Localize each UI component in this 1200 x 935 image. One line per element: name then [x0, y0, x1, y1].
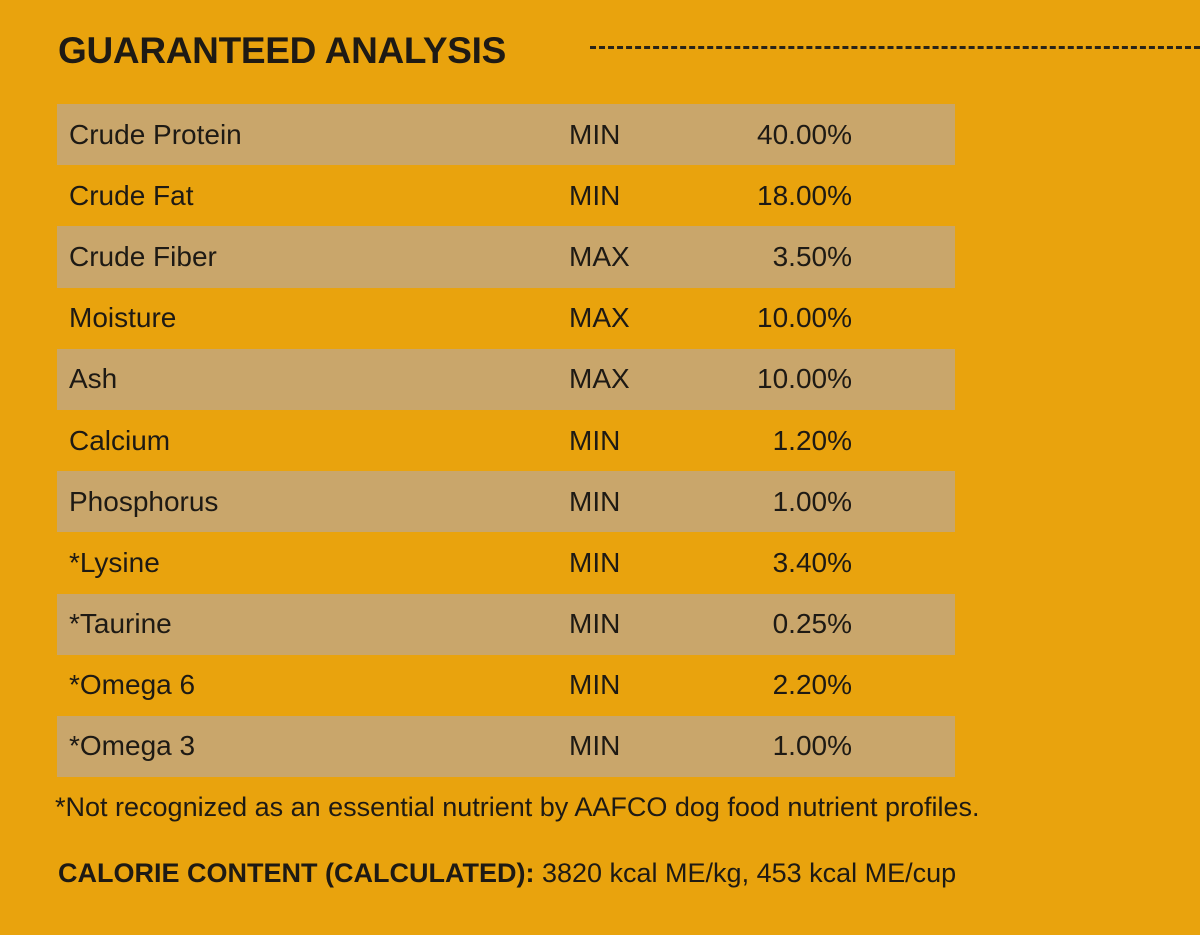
nutrient-name: *Omega 6 [69, 669, 196, 701]
limit-type: MIN [569, 424, 621, 456]
nutrient-value: 10.00% [757, 302, 852, 334]
nutrient-name: *Taurine [69, 608, 172, 640]
nutrient-value: 1.20% [772, 424, 852, 456]
table-row: Crude Fat MIN 18.00% [57, 165, 955, 226]
limit-type: MIN [569, 669, 621, 701]
calorie-value: 3820 kcal ME/kg, 453 kcal ME/cup [541, 858, 957, 888]
nutrient-value: 40.00% [757, 118, 852, 150]
footnote: *Not recognized as an essential nutrient… [55, 792, 980, 822]
nutrient-value: 18.00% [757, 179, 852, 211]
table-row: Crude Fiber MAX 3.50% [57, 226, 955, 288]
limit-type: MIN [569, 118, 621, 150]
table-row: Crude Protein MIN 40.00% [57, 104, 955, 166]
nutrient-value: 2.20% [772, 669, 852, 701]
nutrient-name: Phosphorus [69, 485, 219, 517]
nutrient-value: 0.25% [772, 608, 852, 640]
limit-type: MAX [569, 363, 630, 395]
nutrient-name: Ash [69, 363, 118, 395]
nutrient-value: 1.00% [772, 485, 852, 517]
calorie-content: CALORIE CONTENT (CALCULATED): 3820 kcal … [58, 858, 956, 889]
dashed-rule [590, 46, 1200, 49]
title: GUARANTEED ANALYSIS [58, 30, 506, 71]
nutrient-name: *Omega 3 [69, 730, 196, 762]
nutrient-value: 3.40% [772, 546, 852, 578]
table-row: *Lysine MIN 3.40% [57, 532, 955, 593]
nutrient-name: Calcium [69, 424, 171, 456]
table-row: *Omega 3 MIN 1.00% [57, 715, 955, 778]
nutrient-value: 10.00% [757, 363, 852, 395]
limit-type: MIN [569, 179, 621, 211]
nutrient-value: 3.50% [772, 240, 852, 272]
analysis-table: Crude Protein MIN 40.00% Crude Fat MIN 18.00%… [57, 104, 955, 778]
table-row: *Taurine MIN 0.25% [57, 593, 955, 655]
limit-type: MIN [569, 730, 621, 762]
table-row: Phosphorus MIN 1.00% [57, 471, 955, 533]
nutrient-name: Crude Fiber [69, 240, 217, 272]
calorie-label: CALORIE CONTENT (CALCULATED): [58, 858, 535, 888]
limit-type: MIN [569, 546, 621, 578]
nutrient-name: Crude Fat [69, 179, 194, 211]
table-row: *Omega 6 MIN 2.20% [57, 655, 955, 716]
table-row: Calcium MIN 1.20% [57, 410, 955, 471]
nutrient-name: Moisture [69, 302, 177, 334]
nutrient-name: Crude Protein [69, 118, 242, 150]
limit-type: MAX [569, 302, 630, 334]
nutrient-name: *Lysine [69, 546, 160, 578]
table-row: Moisture MAX 10.00% [57, 288, 955, 349]
limit-type: MIN [569, 608, 621, 640]
nutrient-value: 1.00% [772, 730, 852, 762]
limit-type: MAX [569, 240, 630, 272]
table-row: Ash MAX 10.00% [57, 348, 955, 410]
limit-type: MIN [569, 485, 621, 517]
